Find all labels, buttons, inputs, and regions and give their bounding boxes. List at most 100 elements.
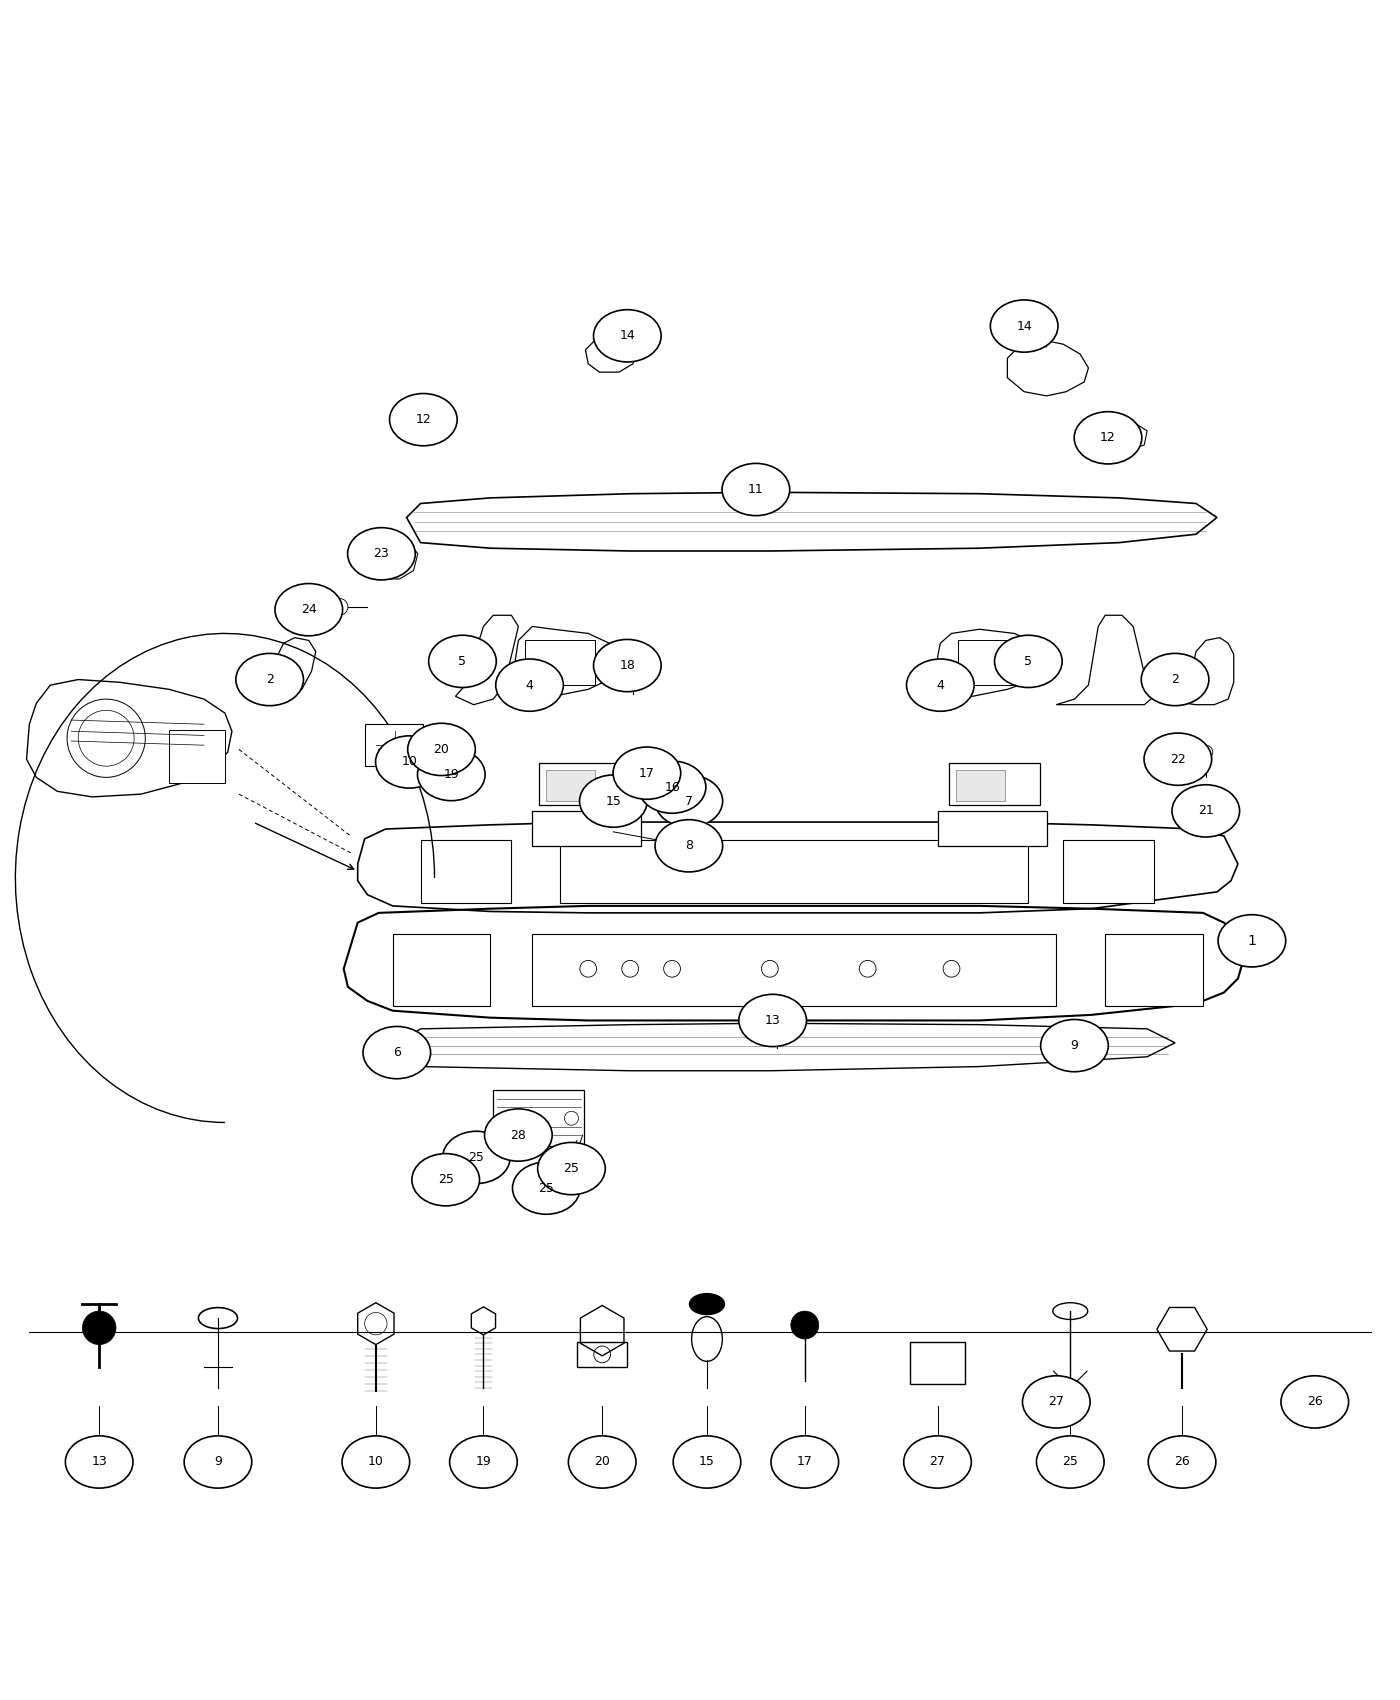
Circle shape	[332, 598, 349, 615]
Ellipse shape	[690, 1294, 724, 1314]
Text: 23: 23	[374, 547, 389, 561]
Circle shape	[623, 658, 643, 678]
Bar	[364, 724, 423, 767]
Bar	[956, 770, 1005, 801]
Circle shape	[650, 760, 666, 777]
Text: 13: 13	[764, 1013, 781, 1027]
Text: 15: 15	[699, 1455, 715, 1469]
Text: 20: 20	[594, 1455, 610, 1469]
Ellipse shape	[655, 775, 722, 828]
Bar	[577, 1341, 627, 1367]
Ellipse shape	[1022, 1375, 1091, 1428]
Circle shape	[673, 774, 693, 792]
Text: 4: 4	[525, 678, 533, 692]
Circle shape	[638, 765, 655, 782]
Ellipse shape	[1141, 653, 1208, 706]
Text: 6: 6	[393, 1046, 400, 1059]
Circle shape	[1058, 1027, 1072, 1042]
Circle shape	[442, 738, 459, 755]
Ellipse shape	[1144, 733, 1211, 785]
Bar	[392, 933, 490, 1006]
Ellipse shape	[1148, 1436, 1215, 1488]
Ellipse shape	[1036, 1436, 1105, 1488]
Ellipse shape	[407, 722, 476, 775]
Bar	[525, 641, 595, 685]
Bar	[493, 1090, 584, 1146]
Ellipse shape	[342, 1436, 410, 1488]
Text: 15: 15	[605, 794, 622, 808]
Text: 25: 25	[564, 1163, 580, 1175]
Text: 20: 20	[434, 743, 449, 756]
Ellipse shape	[613, 746, 680, 799]
Text: 14: 14	[1016, 320, 1032, 333]
Ellipse shape	[673, 1436, 741, 1488]
Ellipse shape	[389, 393, 458, 445]
Ellipse shape	[1074, 411, 1142, 464]
Ellipse shape	[568, 1436, 636, 1488]
Text: 12: 12	[416, 413, 431, 427]
Circle shape	[83, 1311, 116, 1345]
Ellipse shape	[412, 1154, 480, 1205]
Ellipse shape	[66, 1436, 133, 1488]
Ellipse shape	[1218, 915, 1285, 967]
Circle shape	[770, 1022, 784, 1035]
Circle shape	[791, 1311, 819, 1340]
Ellipse shape	[363, 1027, 431, 1080]
Text: 25: 25	[438, 1173, 454, 1187]
Text: 25: 25	[469, 1151, 484, 1164]
Ellipse shape	[449, 1436, 517, 1488]
Circle shape	[449, 765, 469, 784]
Bar	[1105, 933, 1203, 1006]
Text: 27: 27	[930, 1455, 945, 1469]
Ellipse shape	[185, 1436, 252, 1488]
Bar	[910, 1341, 966, 1384]
Text: 17: 17	[638, 767, 655, 780]
Ellipse shape	[428, 636, 496, 687]
Ellipse shape	[907, 660, 974, 711]
Text: 12: 12	[1100, 432, 1116, 444]
Ellipse shape	[1281, 1375, 1348, 1428]
Bar	[938, 811, 1047, 847]
Ellipse shape	[994, 636, 1063, 687]
Text: 27: 27	[1049, 1396, 1064, 1408]
Ellipse shape	[1040, 1020, 1109, 1071]
Text: 7: 7	[685, 794, 693, 808]
Bar	[560, 840, 1029, 903]
Text: 2: 2	[1172, 673, 1179, 687]
Text: 21: 21	[1198, 804, 1214, 818]
Text: 10: 10	[402, 755, 417, 768]
Text: 25: 25	[1063, 1455, 1078, 1469]
Text: 13: 13	[91, 1455, 106, 1469]
Bar	[532, 811, 641, 847]
Ellipse shape	[739, 994, 806, 1047]
Circle shape	[1198, 745, 1212, 760]
Text: 5: 5	[458, 654, 466, 668]
Bar	[169, 729, 225, 784]
Circle shape	[1207, 804, 1221, 818]
Text: 24: 24	[301, 604, 316, 615]
Text: 9: 9	[1071, 1039, 1078, 1052]
Text: 19: 19	[476, 1455, 491, 1469]
Ellipse shape	[484, 1108, 552, 1161]
Ellipse shape	[274, 583, 343, 636]
Bar	[420, 840, 511, 903]
Ellipse shape	[771, 1436, 839, 1488]
Text: 17: 17	[797, 1455, 813, 1469]
Text: 1: 1	[1247, 933, 1256, 949]
Text: 2: 2	[266, 673, 273, 687]
Text: 14: 14	[619, 330, 636, 342]
Text: 9: 9	[214, 1455, 221, 1469]
Ellipse shape	[375, 736, 444, 789]
Text: 16: 16	[664, 780, 680, 794]
Bar	[959, 641, 1029, 685]
Circle shape	[661, 765, 678, 782]
Text: 18: 18	[619, 660, 636, 672]
Text: 26: 26	[1308, 1396, 1323, 1408]
Bar	[532, 933, 1056, 1006]
Text: 19: 19	[444, 768, 459, 780]
Text: 5: 5	[1025, 654, 1032, 668]
Bar	[1063, 840, 1154, 903]
Bar	[949, 763, 1040, 806]
Ellipse shape	[594, 309, 661, 362]
Text: 28: 28	[511, 1129, 526, 1141]
